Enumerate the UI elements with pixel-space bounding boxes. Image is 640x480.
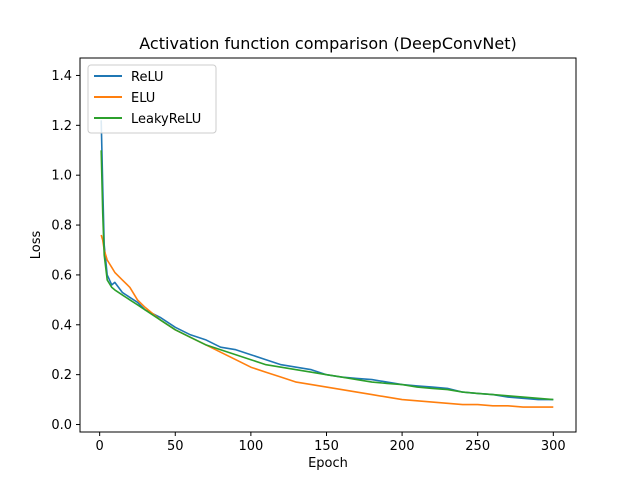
x-axis-ticks: 0 50 100 150 200 250 300 (96, 432, 566, 454)
y-tick-label: 1.0 (51, 169, 72, 184)
y-axis-label: Loss (29, 231, 44, 260)
y-axis-ticks: 0.0 0.2 0.4 0.6 0.8 1.0 1.2 1.4 (51, 69, 80, 433)
y-tick-label: 0.8 (51, 219, 72, 234)
legend-label-elu: ELU (131, 91, 155, 106)
legend: ReLU ELU LeakyReLU (87, 64, 217, 134)
series-layer (100, 120, 554, 408)
chart-title: Activation function comparison (DeepConv… (139, 34, 516, 53)
legend-box (87, 64, 217, 134)
x-tick-label: 50 (167, 439, 184, 454)
y-tick-label: 0.6 (51, 268, 72, 283)
series-line-elu (100, 234, 554, 408)
x-tick-label: 200 (390, 439, 415, 454)
legend-label-leakyrelu: LeakyReLU (131, 112, 201, 127)
x-tick-label: 150 (314, 439, 339, 454)
y-tick-label: 1.2 (51, 119, 72, 134)
x-tick-label: 300 (541, 439, 566, 454)
x-axis-label: Epoch (308, 456, 348, 471)
x-tick-label: 100 (238, 439, 263, 454)
x-tick-label: 0 (96, 439, 104, 454)
legend-label-relu: ReLU (131, 70, 164, 85)
y-tick-label: 1.4 (51, 69, 72, 84)
y-tick-label: 0.0 (51, 418, 72, 433)
y-tick-label: 0.4 (51, 318, 72, 333)
x-tick-label: 250 (465, 439, 490, 454)
series-line-leakyrelu (100, 150, 554, 401)
y-tick-label: 0.2 (51, 368, 72, 383)
